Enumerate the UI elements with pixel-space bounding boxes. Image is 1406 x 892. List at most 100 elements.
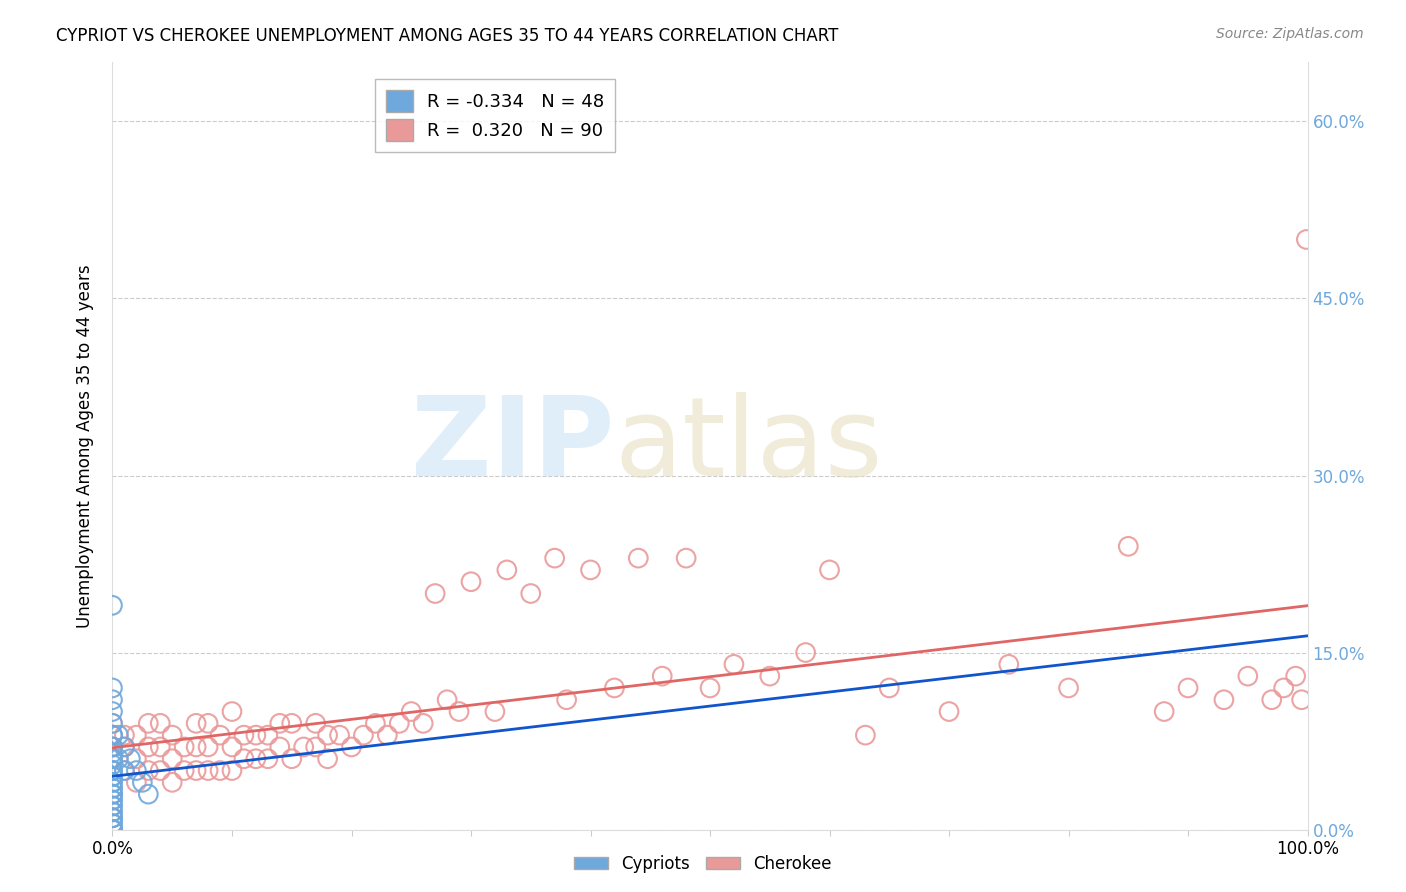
- Y-axis label: Unemployment Among Ages 35 to 44 years: Unemployment Among Ages 35 to 44 years: [76, 264, 94, 628]
- Point: [352, 728, 374, 742]
- Point: [101, 716, 124, 731]
- Point: [281, 752, 304, 766]
- Point: [101, 805, 124, 819]
- Point: [101, 787, 124, 801]
- Point: [1177, 681, 1199, 695]
- Point: [269, 716, 291, 731]
- Point: [496, 563, 519, 577]
- Point: [114, 728, 135, 742]
- Point: [101, 816, 124, 830]
- Point: [125, 775, 148, 789]
- Point: [120, 752, 142, 766]
- Point: [579, 563, 602, 577]
- Point: [1118, 539, 1140, 553]
- Point: [412, 716, 434, 731]
- Point: [603, 681, 626, 695]
- Point: [101, 739, 124, 754]
- Point: [1153, 705, 1175, 719]
- Point: [1213, 692, 1236, 706]
- Point: [209, 728, 232, 742]
- Point: [245, 728, 267, 742]
- Point: [186, 716, 208, 731]
- Point: [1057, 681, 1080, 695]
- Point: [101, 781, 124, 796]
- Point: [759, 669, 782, 683]
- Point: [377, 728, 399, 742]
- Point: [114, 739, 135, 754]
- Point: [125, 728, 148, 742]
- Point: [651, 669, 673, 683]
- Legend: Cypriots, Cherokee: Cypriots, Cherokee: [568, 848, 838, 880]
- Point: [149, 764, 172, 778]
- Point: [221, 705, 243, 719]
- Point: [114, 739, 135, 754]
- Point: [101, 775, 124, 789]
- Point: [101, 764, 124, 778]
- Point: [173, 764, 195, 778]
- Point: [364, 716, 387, 731]
- Point: [101, 705, 124, 719]
- Point: [233, 752, 256, 766]
- Point: [257, 752, 280, 766]
- Point: [138, 739, 160, 754]
- Point: [101, 769, 124, 783]
- Point: [269, 739, 291, 754]
- Point: [425, 586, 447, 600]
- Point: [855, 728, 877, 742]
- Point: [101, 799, 124, 814]
- Point: [131, 775, 153, 789]
- Point: [543, 551, 565, 566]
- Point: [138, 764, 160, 778]
- Point: [257, 728, 280, 742]
- Point: [101, 781, 124, 796]
- Point: [101, 599, 124, 613]
- Text: ZIP: ZIP: [411, 392, 614, 500]
- Point: [209, 764, 232, 778]
- Point: [101, 805, 124, 819]
- Point: [186, 764, 208, 778]
- Point: [436, 692, 458, 706]
- Point: [305, 716, 328, 731]
- Point: [101, 728, 124, 742]
- Point: [138, 716, 160, 731]
- Point: [101, 775, 124, 789]
- Text: atlas: atlas: [614, 392, 883, 500]
- Legend: R = -0.334   N = 48, R =  0.320   N = 90: R = -0.334 N = 48, R = 0.320 N = 90: [375, 79, 614, 152]
- Point: [101, 728, 124, 742]
- Point: [340, 739, 363, 754]
- Point: [197, 716, 219, 731]
- Point: [388, 716, 411, 731]
- Point: [101, 739, 124, 754]
- Text: Source: ZipAtlas.com: Source: ZipAtlas.com: [1216, 27, 1364, 41]
- Point: [114, 764, 135, 778]
- Point: [101, 769, 124, 783]
- Point: [316, 752, 339, 766]
- Point: [305, 739, 328, 754]
- Point: [101, 822, 124, 837]
- Point: [101, 752, 124, 766]
- Point: [197, 764, 219, 778]
- Point: [101, 746, 124, 760]
- Point: [114, 764, 135, 778]
- Point: [101, 757, 124, 772]
- Point: [162, 775, 183, 789]
- Point: [879, 681, 901, 695]
- Point: [699, 681, 721, 695]
- Point: [675, 551, 697, 566]
- Point: [125, 752, 148, 766]
- Point: [149, 739, 172, 754]
- Point: [221, 764, 243, 778]
- Point: [101, 793, 124, 807]
- Point: [447, 705, 470, 719]
- Point: [484, 705, 506, 719]
- Point: [555, 692, 578, 706]
- Point: [101, 764, 124, 778]
- Point: [101, 692, 124, 706]
- Point: [173, 739, 195, 754]
- Point: [316, 728, 339, 742]
- Point: [221, 739, 243, 754]
- Point: [197, 739, 219, 754]
- Point: [101, 811, 124, 825]
- Point: [101, 822, 124, 837]
- Point: [1272, 681, 1295, 695]
